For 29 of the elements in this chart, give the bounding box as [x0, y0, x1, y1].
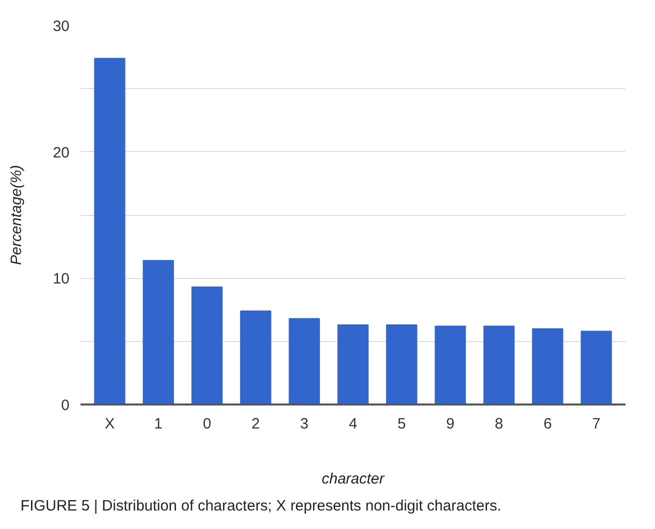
bar: [532, 328, 564, 404]
x-axis-title: character: [322, 470, 386, 488]
bar: [142, 260, 174, 404]
bar: [483, 326, 515, 404]
bar: [94, 58, 126, 404]
bar: [386, 324, 418, 404]
x-tick-label: 7: [592, 416, 600, 432]
x-tick-label: 4: [348, 416, 358, 432]
x-tick-label: 9: [446, 416, 454, 432]
y-tick-label: 10: [52, 270, 70, 288]
caption: FIGURE 5 | Distribution of characters; X represents non-digit characters.: [20, 498, 502, 514]
x-tick-label: 0: [202, 416, 212, 432]
x-tick-label: 8: [494, 416, 504, 432]
bar: [337, 324, 369, 404]
bar: [434, 326, 466, 404]
x-tick-label: 6: [543, 416, 552, 432]
y-tick-label: 20: [52, 144, 70, 162]
y-tick-label: 0: [61, 397, 70, 414]
bar: [288, 318, 320, 404]
x-tick-label: 5: [397, 416, 406, 432]
x-tick-label: 2: [252, 416, 260, 432]
x-tick-label: X: [104, 416, 115, 432]
x-tick-label: 1: [154, 416, 163, 432]
y-tick-label: 30: [52, 18, 70, 35]
x-tick-label: 3: [300, 416, 309, 432]
bar: [191, 286, 223, 404]
bar: [580, 330, 612, 404]
y-axis-title: Percentage(%): [8, 164, 25, 266]
bar: [240, 310, 272, 404]
